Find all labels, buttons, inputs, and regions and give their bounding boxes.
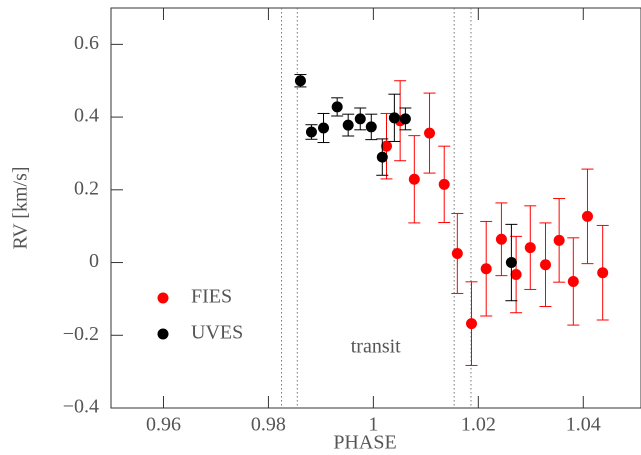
data-point xyxy=(567,275,579,287)
data-point xyxy=(388,112,400,124)
annotation: transit xyxy=(351,336,401,358)
data-point xyxy=(342,119,354,131)
x-tick-label: 1.04 xyxy=(566,414,601,436)
data-point xyxy=(581,210,593,222)
data-point xyxy=(505,257,517,269)
x-tick-label: 1.02 xyxy=(461,414,496,436)
x-tick-label: 0.96 xyxy=(146,414,181,436)
data-point xyxy=(553,234,565,246)
data-point xyxy=(318,122,330,134)
y-tick-label: −0.2 xyxy=(63,323,99,345)
data-point xyxy=(354,113,366,125)
data-point xyxy=(408,173,420,185)
legend-label: FIES xyxy=(191,286,232,308)
y-tick-label: 0.6 xyxy=(74,32,99,54)
y-tick-label: 0.4 xyxy=(74,105,99,127)
data-point xyxy=(376,151,388,163)
data-point xyxy=(294,75,306,87)
data-point xyxy=(480,263,492,275)
x-tick-label: 0.98 xyxy=(251,414,286,436)
data-point xyxy=(399,113,411,125)
data-point xyxy=(510,269,522,281)
legend-marker xyxy=(157,292,169,304)
data-point xyxy=(524,242,536,254)
data-point xyxy=(597,267,609,279)
data-point xyxy=(305,126,317,138)
data-point xyxy=(331,101,343,113)
data-point xyxy=(539,259,551,271)
data-point xyxy=(424,127,436,139)
data-point xyxy=(495,233,507,245)
legend-marker xyxy=(157,328,169,340)
x-tick-label: 1 xyxy=(368,414,378,436)
y-tick-label: −0.4 xyxy=(63,396,99,418)
x-axis-label: PHASE xyxy=(333,432,396,454)
y-tick-label: 0 xyxy=(89,250,99,272)
data-point xyxy=(380,140,392,152)
data-point xyxy=(451,247,463,259)
data-point xyxy=(365,121,377,133)
data-point xyxy=(438,178,450,190)
data-point xyxy=(466,318,478,330)
plot-frame xyxy=(110,7,641,409)
legend-label: UVES xyxy=(191,322,243,344)
y-axis-label: RV [km/s] xyxy=(10,166,32,249)
y-tick-label: 0.2 xyxy=(74,177,99,199)
